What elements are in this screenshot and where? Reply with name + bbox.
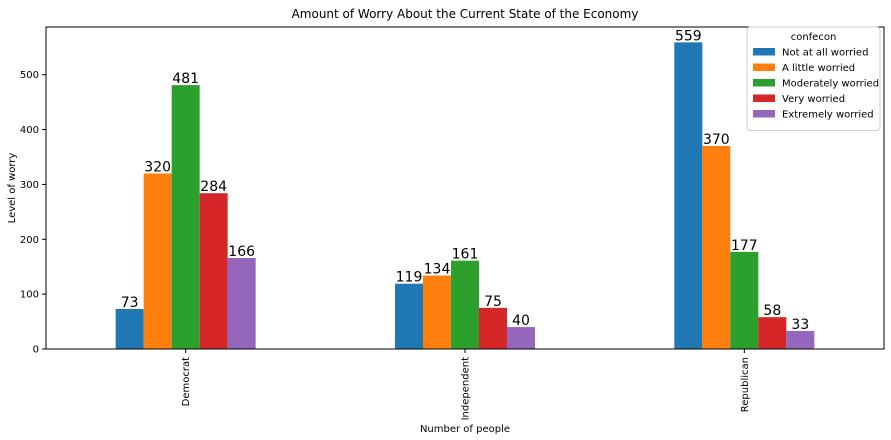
legend-swatch [753, 110, 775, 118]
y-axis-label: Level of worry [7, 153, 18, 224]
y-tick-label: 200 [20, 235, 39, 246]
data-label: 33 [791, 317, 809, 333]
x-axis-label: Number of people [420, 424, 510, 435]
y-axis: 0 100 200 300 400 500 [20, 70, 46, 356]
data-label: 40 [512, 313, 530, 329]
data-label: 58 [763, 303, 781, 319]
legend-label: Not at all worried [782, 48, 868, 59]
data-label: 481 [172, 71, 199, 87]
bar [730, 251, 759, 349]
data-label: 75 [484, 294, 502, 310]
data-label: 320 [144, 159, 171, 175]
data-label: 161 [452, 247, 479, 263]
bar [786, 330, 815, 349]
plot-frame [45, 26, 885, 350]
data-label: 119 [396, 270, 423, 286]
legend-box [746, 26, 881, 131]
data-label: 370 [703, 132, 730, 148]
y-tick-label: 300 [20, 180, 39, 191]
data-label: 73 [121, 295, 139, 311]
x-tick-label: Republican [740, 357, 751, 412]
chart-title: Amount of Worry About the Current State … [292, 7, 639, 21]
bar [702, 146, 731, 349]
bar [674, 42, 703, 349]
data-label: 134 [424, 261, 451, 277]
y-tick-label: 400 [20, 125, 39, 136]
legend-swatch [753, 63, 775, 71]
bar [199, 193, 228, 349]
legend-swatch [753, 48, 775, 56]
bar [171, 85, 200, 349]
x-tick-label: Independent [461, 357, 472, 420]
bar [143, 173, 172, 349]
legend-label: Extremely worried [782, 110, 874, 121]
legend-items: Not at all worried A little worried Modera… [753, 48, 879, 121]
bar [115, 308, 144, 349]
data-label: 166 [228, 244, 255, 260]
y-tick-label: 100 [20, 290, 39, 301]
legend-label: Very worried [782, 94, 845, 105]
bar [451, 260, 479, 349]
bar [479, 307, 507, 349]
data-label: 284 [200, 179, 227, 195]
legend-label: A little worried [782, 63, 855, 74]
bar [227, 257, 256, 349]
x-tick-label: Democrat [181, 357, 192, 406]
bars-group [115, 42, 815, 349]
y-tick-label: 500 [20, 70, 39, 81]
legend-swatch [753, 79, 775, 87]
legend-title: confecon [791, 32, 837, 43]
bar [507, 327, 535, 349]
legend-swatch [753, 94, 775, 102]
bar [395, 283, 423, 349]
y-tick-label: 0 [33, 345, 39, 356]
legend-label: Moderately worried [782, 79, 879, 90]
bar [758, 317, 787, 349]
legend: confecon Not at all worried A little worr… [746, 26, 881, 131]
x-axis: Democrat Independent Republican [181, 349, 751, 420]
data-label: 177 [731, 238, 758, 254]
data-label: 559 [675, 28, 702, 44]
bar [423, 275, 451, 349]
